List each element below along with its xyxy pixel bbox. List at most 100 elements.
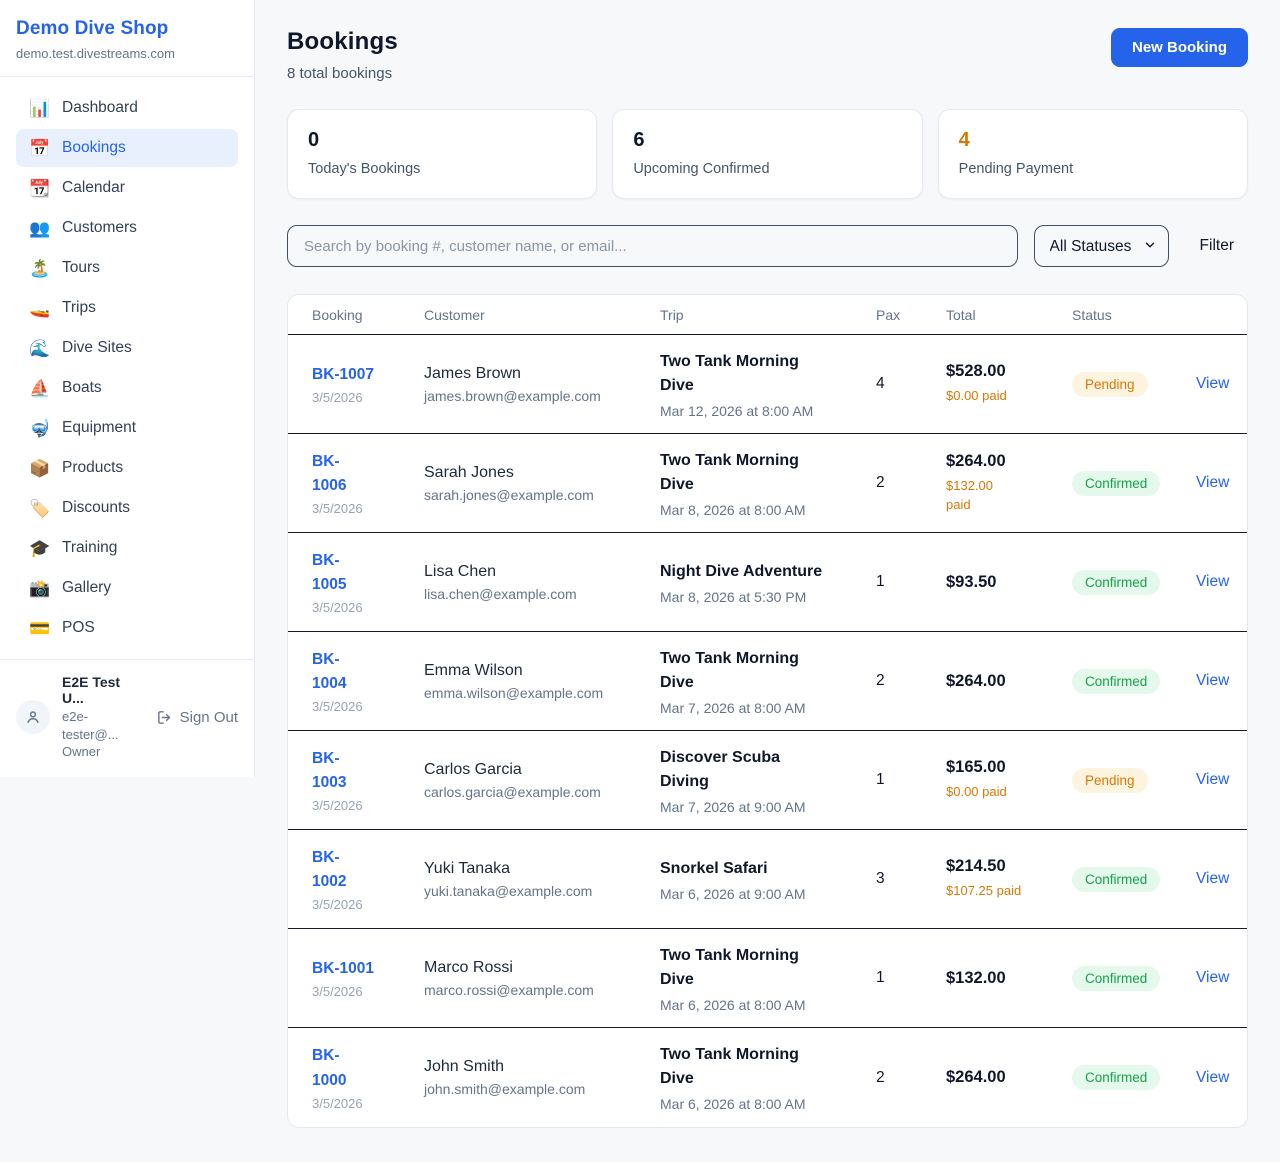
status-cell: Confirmed <box>1072 866 1196 892</box>
main-content: Bookings 8 total bookings New Booking 0 … <box>255 0 1280 1128</box>
trip-datetime: Mar 6, 2026 at 9:00 AM <box>660 885 806 902</box>
sidebar-item-label: Trips <box>62 299 96 316</box>
stat-label: Today's Bookings <box>308 161 421 177</box>
trip-datetime: Mar 6, 2026 at 8:00 AM <box>660 1096 806 1112</box>
pax-count: 1 <box>876 771 885 788</box>
booking-cell: BK-1007 3/5/2026 <box>312 363 424 405</box>
status-badge: Confirmed <box>1072 866 1161 892</box>
actions-cell: View <box>1196 672 1229 690</box>
booking-id-link[interactable]: BK- 1003 <box>312 749 347 791</box>
sidebar-item-training[interactable]: 🎓 Training <box>16 529 238 567</box>
package-icon: 📦 <box>29 458 51 478</box>
sidebar-item-customers[interactable]: 👥 Customers <box>16 209 238 247</box>
sidebar-item-bookings[interactable]: 📅 Bookings <box>16 129 238 167</box>
sidebar-item-label: Discounts <box>62 499 131 516</box>
user-name: E2E Test U... <box>62 674 121 706</box>
booking-date: 3/5/2026 <box>312 501 363 517</box>
view-link[interactable]: View <box>1196 969 1230 986</box>
page-title: Bookings <box>287 28 398 55</box>
status-cell: Confirmed <box>1072 1065 1196 1090</box>
actions-cell: View <box>1196 771 1229 789</box>
booking-cell: BK- 1004 3/5/2026 <box>312 648 424 714</box>
customer-email: marco.rossi@example.com <box>424 981 594 998</box>
view-link[interactable]: View <box>1196 474 1230 491</box>
trip-title: Two Tank Morning Dive <box>660 946 799 988</box>
table-row: BK-1007 3/5/2026 James Brown james.brown@ex… <box>288 335 1247 434</box>
stat-cards: 0 Today's Bookings 6 Upcoming Confirmed … <box>287 109 1248 199</box>
customer-cell: Sarah Jones sarah.jones@example.com <box>424 464 660 503</box>
sidebar-item-trips[interactable]: 🚤 Trips <box>16 289 238 327</box>
sidebar-item-discounts[interactable]: 🏷️ Discounts <box>16 489 238 527</box>
view-link[interactable]: View <box>1196 672 1230 689</box>
sign-out-button[interactable]: Sign Out <box>156 709 238 726</box>
status-cell: Confirmed <box>1072 569 1196 595</box>
sidebar-item-gallery[interactable]: 📸 Gallery <box>16 569 238 607</box>
island-icon: 🏝️ <box>29 258 51 278</box>
sidebar-item-tours[interactable]: 🏝️ Tours <box>16 249 238 287</box>
view-link[interactable]: View <box>1196 870 1230 887</box>
stat-value: 0 <box>308 129 320 151</box>
trip-title: Two Tank Morning Dive <box>660 451 799 493</box>
column-header-status: Status <box>1072 307 1112 323</box>
view-link[interactable]: View <box>1196 1068 1230 1086</box>
sidebar-item-equipment[interactable]: 🤿 Equipment <box>16 409 238 447</box>
user-role: Owner <box>62 744 101 760</box>
customer-name: James Brown <box>424 364 521 382</box>
customer-email: james.brown@example.com <box>424 387 601 404</box>
booking-id-link[interactable]: BK-1007 <box>312 365 375 383</box>
sidebar-item-calendar[interactable]: 📆 Calendar <box>16 169 238 207</box>
stat-value: 4 <box>958 129 970 151</box>
avatar <box>16 700 50 735</box>
booking-id-link[interactable]: BK- 1000 <box>312 1047 347 1089</box>
sidebar-item-label: POS <box>62 619 95 636</box>
customer-email: yuki.tanaka@example.com <box>424 882 593 899</box>
search-input[interactable] <box>287 225 1018 267</box>
brand-title[interactable]: Demo Dive Shop <box>16 18 169 39</box>
customer-name: Lisa Chen <box>424 562 497 580</box>
booking-date: 3/5/2026 <box>312 897 363 913</box>
booking-id-link[interactable]: BK- 1002 <box>312 848 347 890</box>
total-cell: $528.00 $0.00 paid <box>946 362 1072 406</box>
table-row: BK-1001 3/5/2026 Marco Rossi marco.rossi@ex… <box>288 929 1247 1028</box>
view-link[interactable]: View <box>1196 573 1230 590</box>
status-filter-select[interactable]: All Statuses <box>1033 225 1169 267</box>
booking-cell: BK-1001 3/5/2026 <box>312 957 424 999</box>
customer-cell: Yuki Tanaka yuki.tanaka@example.com <box>424 860 660 899</box>
total-cell: $264.00 $132.00 paid <box>946 452 1072 515</box>
trip-datetime: Mar 12, 2026 at 8:00 AM <box>660 402 814 419</box>
total-amount: $214.50 <box>946 857 1006 876</box>
sidebar-item-dashboard[interactable]: 📊 Dashboard <box>16 89 238 127</box>
trip-title: Two Tank Morning Dive <box>660 352 799 394</box>
trip-cell: Two Tank Morning Dive Mar 12, 2026 at 8:00… <box>660 350 876 419</box>
total-amount: $93.50 <box>946 572 997 591</box>
paid-amount: $0.00 paid <box>946 784 1007 800</box>
sidebar-item-boats[interactable]: ⛵ Boats <box>16 369 238 407</box>
sidebar-item-dive-sites[interactable]: 🌊 Dive Sites <box>16 329 238 367</box>
sidebar-item-pos[interactable]: 💳 POS <box>16 609 238 647</box>
paid-amount: $132.00 paid <box>946 477 993 513</box>
table-row: BK- 1003 3/5/2026 Carlos Garcia carlos.garci… <box>288 731 1247 830</box>
booking-date: 3/5/2026 <box>312 600 363 616</box>
actions-cell: View <box>1196 375 1229 393</box>
view-link[interactable]: View <box>1196 375 1230 392</box>
new-booking-button[interactable]: New Booking <box>1110 28 1248 67</box>
customer-email: john.smith@example.com <box>424 1081 586 1097</box>
booking-id-link[interactable]: BK- 1005 <box>312 551 347 593</box>
pax-count: 2 <box>876 672 885 689</box>
booking-date: 3/5/2026 <box>312 1095 363 1111</box>
camera-flash-icon: 📸 <box>29 578 51 598</box>
credit-card-icon: 💳 <box>29 618 51 638</box>
total-amount: $264.00 <box>946 1068 1006 1086</box>
view-link[interactable]: View <box>1196 771 1230 788</box>
trip-datetime: Mar 8, 2026 at 8:00 AM <box>660 501 806 518</box>
booking-id-link[interactable]: BK-1001 <box>312 959 375 977</box>
booking-id-link[interactable]: BK- 1006 <box>312 452 347 494</box>
trip-cell: Two Tank Morning Dive Mar 6, 2026 at 8:00 … <box>660 1043 876 1112</box>
sidebar-item-label: Equipment <box>62 419 137 436</box>
sidebar-item-products[interactable]: 📦 Products <box>16 449 238 487</box>
customer-email: lisa.chen@example.com <box>424 585 577 602</box>
sidebar-item-label: Products <box>62 459 124 476</box>
customer-cell: Marco Rossi marco.rossi@example.com <box>424 959 660 998</box>
table-row: BK- 1006 3/5/2026 Sarah Jones sarah.jones@ex… <box>288 434 1247 533</box>
booking-id-link[interactable]: BK- 1004 <box>312 650 347 692</box>
